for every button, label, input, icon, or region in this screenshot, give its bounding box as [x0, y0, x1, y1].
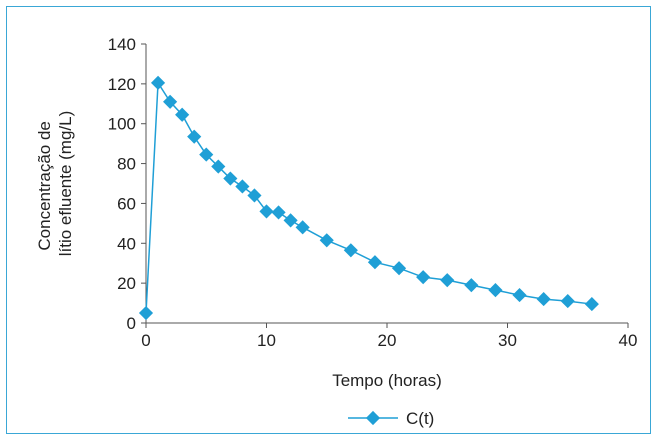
- y-tick-label: 0: [127, 314, 136, 333]
- data-point-marker: [235, 179, 250, 194]
- data-point-marker: [512, 288, 527, 303]
- y-tick-label: 80: [117, 155, 136, 174]
- data-point-marker: [488, 283, 503, 298]
- data-point-marker: [295, 220, 310, 235]
- y-tick-label: 120: [108, 75, 136, 94]
- data-point-marker: [560, 294, 575, 309]
- series-line: [145, 80, 592, 314]
- data-point-marker: [391, 261, 407, 276]
- data-point-marker: [536, 292, 551, 307]
- x-tick-label: 20: [378, 331, 397, 350]
- plot-area: [138, 75, 599, 321]
- data-point-marker: [247, 188, 262, 203]
- y-tick-label: 40: [117, 234, 136, 253]
- y-axis-label-line-2: lítio efluente (mg/L): [56, 111, 75, 257]
- data-point-marker: [138, 305, 154, 321]
- data-point-marker: [271, 205, 286, 220]
- data-point-marker: [464, 278, 479, 293]
- legend: C(t): [348, 409, 434, 428]
- data-point-marker: [343, 243, 358, 258]
- y-tick-label: 100: [108, 115, 136, 134]
- x-axis-label: Tempo (horas): [332, 371, 442, 390]
- data-point-marker: [211, 159, 226, 174]
- data-point-marker: [440, 273, 455, 288]
- y-axis-label-line-1: Concentração de: [35, 121, 54, 250]
- axes: [145, 44, 628, 324]
- data-point-marker: [283, 213, 298, 228]
- data-point-marker: [416, 270, 431, 285]
- x-tick-label: 40: [619, 331, 638, 350]
- data-point-marker: [223, 171, 238, 186]
- y-ticks: 0 20 40 60 80 100 120 140: [108, 35, 146, 333]
- legend-label: C(t): [406, 409, 434, 428]
- data-point-marker: [199, 147, 214, 162]
- legend-diamond-marker: [365, 410, 381, 426]
- data-point-marker: [187, 129, 202, 144]
- chart-frame: [6, 6, 651, 434]
- data-point-marker: [367, 255, 383, 270]
- y-tick-label: 60: [117, 194, 136, 213]
- x-tick-label: 30: [498, 331, 517, 350]
- x-ticks: 0 10 20 30 40: [141, 323, 637, 350]
- data-point-marker: [259, 204, 274, 219]
- x-tick-label: 0: [141, 331, 150, 350]
- x-tick-label: 10: [257, 331, 276, 350]
- data-point-marker: [150, 75, 166, 90]
- y-tick-label: 140: [108, 35, 136, 54]
- data-point-marker: [319, 233, 334, 248]
- data-point-marker: [584, 296, 599, 312]
- y-axis-label: Concentração de lítio efluente (mg/L): [35, 111, 75, 257]
- y-tick-label: 20: [117, 274, 136, 293]
